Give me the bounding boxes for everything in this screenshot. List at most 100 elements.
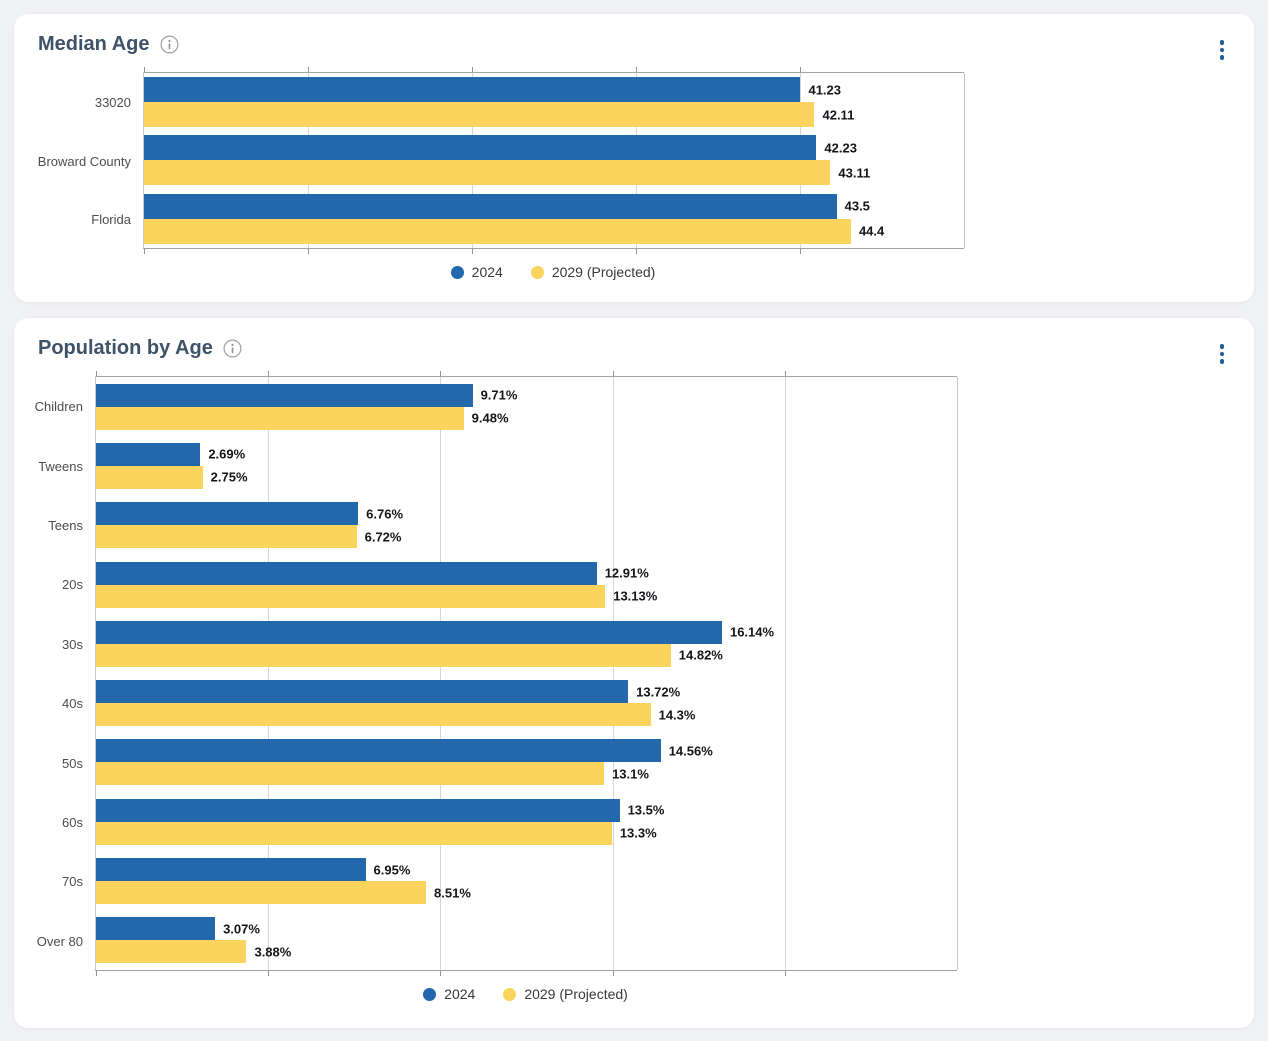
median-age-chart: 33020 Broward County Florida 41.23 42.11 42.… (37, 67, 1230, 254)
category-label: Broward County (37, 153, 131, 169)
bar-fill (96, 465, 203, 489)
population-by-age-plot-area: 9.71% 9.48% 2.69% 2.75% 6.76% 6.72% 12.91% 13.1… (95, 371, 958, 976)
bar-value-label: 14.56% (668, 743, 713, 759)
gridline (957, 377, 958, 970)
bar-fill (96, 703, 651, 727)
legend-dot-icon (423, 987, 437, 1001)
legend-item-2029[interactable]: 2029 (Projected) (530, 264, 655, 280)
bar-fill (96, 406, 464, 430)
axis-tick (784, 371, 786, 376)
gridline (784, 377, 786, 970)
bar-value-label: 14.82% (678, 647, 723, 663)
axis-tick (800, 249, 801, 254)
axis-tick (144, 67, 145, 72)
bar-value-label: 14.3% (658, 707, 696, 723)
bar-value-label: 2.75% (210, 469, 248, 485)
category-label: Over 80 (36, 933, 83, 949)
bar-group-tweens: 2.69% 2.75% (96, 436, 957, 495)
bar-2029: 13.13% (96, 584, 957, 608)
bar-value-label: 12.91% (604, 565, 649, 581)
bar-2029: 14.3% (96, 703, 957, 727)
median-age-legend: 2024 2029 (Projected) (143, 261, 963, 283)
kebab-menu-icon[interactable] (1214, 340, 1231, 368)
bar-value-label: 6.95% (373, 862, 411, 878)
bar-fill (144, 160, 831, 186)
axis-tick (784, 971, 786, 976)
bar-value-label: 41.23 (808, 82, 842, 98)
bar-fill (96, 798, 620, 822)
bar-2024: 43.5 (144, 193, 964, 219)
bar-value-label: 13.5% (627, 802, 665, 818)
bar-fill (96, 442, 201, 466)
legend-label: 2029 (Projected) (524, 986, 628, 1002)
bar-fill (96, 940, 247, 964)
legend-item-2029[interactable]: 2029 (Projected) (503, 986, 628, 1002)
bar-fill (144, 193, 837, 219)
bar-group-30s: 16.14% 14.82% (96, 614, 957, 673)
bar-2024: 13.72% (96, 680, 957, 704)
bar-value-label: 42.11 (822, 107, 855, 123)
bar-group-50s: 14.56% 13.1% (96, 733, 957, 792)
bar-2024: 6.76% (96, 502, 957, 526)
category-label: 33020 (94, 94, 131, 110)
bar-value-label: 13.13% (613, 588, 658, 604)
legend-label: 2024 (444, 986, 476, 1002)
category-label: 20s (62, 577, 83, 593)
info-icon[interactable] (160, 35, 179, 54)
axis-tick (440, 371, 442, 376)
bar-fill (96, 584, 606, 608)
bar-value-label: 13.72% (636, 684, 681, 700)
bar-group-33020: 41.23 42.11 (144, 73, 964, 131)
bar-group-broward-county: 42.23 43.11 (144, 131, 964, 189)
info-icon[interactable] (223, 339, 242, 358)
bar-value-label: 13.1% (612, 766, 649, 782)
axis-tick (612, 971, 614, 976)
bar-fill (144, 135, 817, 161)
bar-2029: 43.11 (144, 160, 964, 186)
median-age-plot-area: 41.23 42.11 42.23 43.11 43.5 44.4 (143, 67, 965, 254)
bar-2024: 42.23 (144, 135, 964, 161)
bar-2024: 2.69% (96, 442, 957, 466)
bar-value-label: 2.69% (208, 446, 246, 462)
bar-value-label: 3.07% (223, 921, 260, 937)
bar-fill (96, 525, 357, 549)
population-by-age-category-labels: Children Tweens Teens 20s 30s 40s 50s 60s 70s Ove… (35, 376, 95, 971)
axis-tick (268, 971, 270, 976)
legend-item-2024[interactable]: 2024 (450, 264, 503, 280)
legend-item-2024[interactable]: 2024 (423, 986, 475, 1002)
category-label: 60s (62, 815, 83, 831)
bar-group-florida: 43.5 44.4 (144, 190, 964, 248)
bar-fill (96, 643, 671, 667)
axis-tick (96, 971, 97, 976)
gridline (440, 377, 442, 970)
axis-tick (440, 971, 442, 976)
bar-fill (96, 881, 427, 905)
bar-value-label: 13.3% (619, 825, 657, 841)
legend-dot-icon (530, 265, 544, 279)
bar-fill (96, 383, 473, 407)
bar-2024: 41.23 (144, 77, 964, 103)
bar-value-label: 3.88% (254, 944, 292, 960)
bar-fill (96, 502, 359, 526)
bar-fill (96, 739, 661, 763)
axis-tick (144, 249, 145, 254)
axis-tick (308, 67, 309, 72)
axis-tick (472, 249, 473, 254)
bar-value-label: 16.14% (729, 624, 775, 640)
bar-fill (144, 218, 851, 244)
category-label: Tweens (38, 458, 83, 474)
bar-fill (96, 561, 597, 585)
bar-group-70s: 6.95% 8.51% (96, 851, 957, 910)
bar-value-label: 43.5 (844, 198, 870, 214)
bar-group-over-80: 3.07% 3.88% (96, 911, 957, 970)
bar-2024: 16.14% (96, 620, 957, 644)
kebab-dot (1219, 55, 1224, 60)
kebab-dot (1219, 359, 1224, 364)
bar-2029: 44.4 (144, 218, 964, 244)
gridline (268, 377, 270, 970)
bar-2029: 9.48% (96, 406, 957, 430)
kebab-menu-icon[interactable] (1214, 36, 1231, 64)
bar-group-children: 9.71% 9.48% (96, 377, 957, 436)
bar-2024: 14.56% (96, 739, 957, 763)
axis-tick (612, 371, 614, 376)
